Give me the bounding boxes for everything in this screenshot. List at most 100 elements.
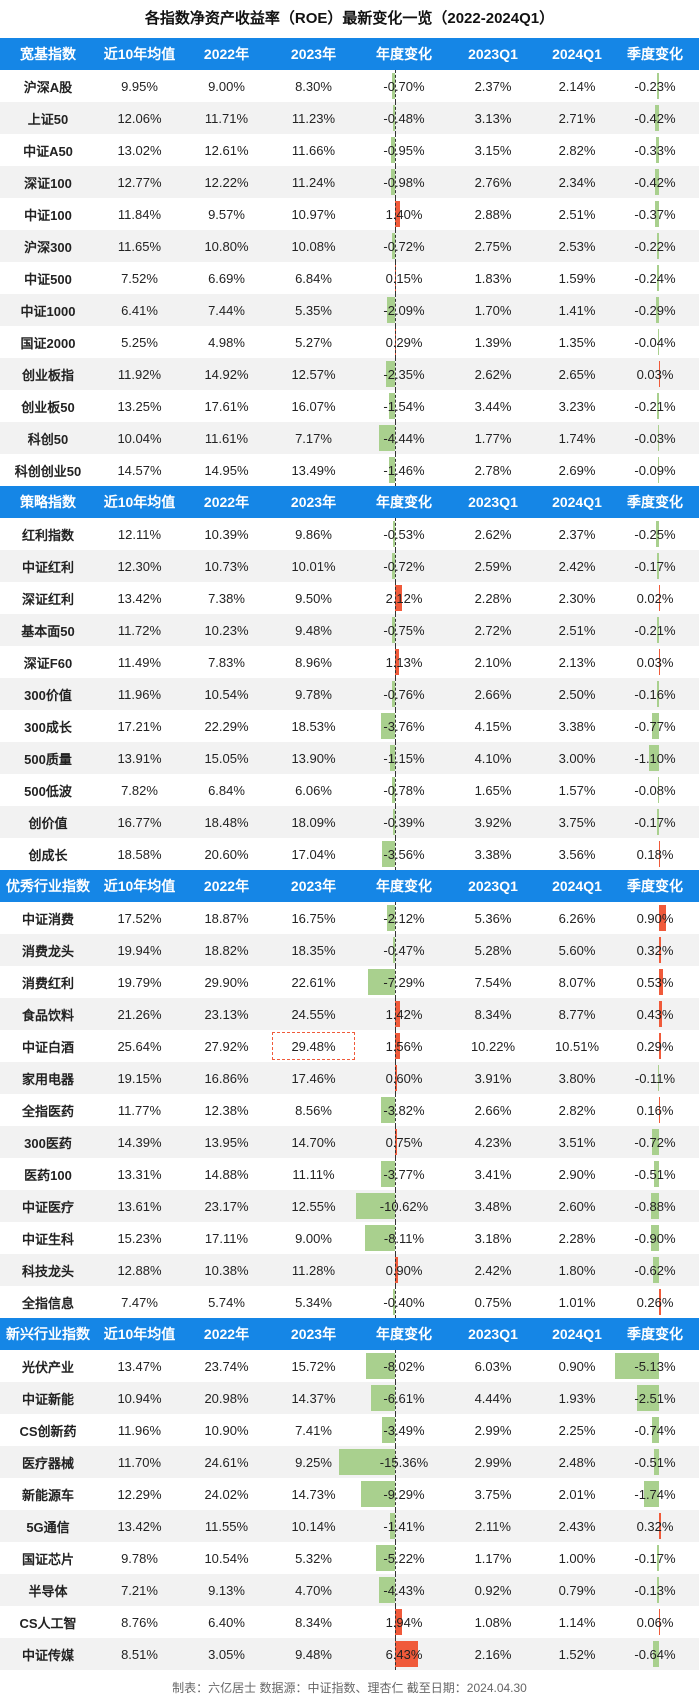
cell-q2024: 3.51% xyxy=(535,1126,619,1158)
column-header: 2022年 xyxy=(183,870,270,902)
index-name: 深证红利 xyxy=(0,582,96,614)
index-name: 中证消费 xyxy=(0,902,96,934)
cell-qchg: -0.03% xyxy=(619,422,691,454)
cell-ychg: 1.56% xyxy=(357,1030,451,1062)
index-name: 创业板指 xyxy=(0,358,96,390)
cell-q2023: 2.72% xyxy=(451,614,535,646)
index-name: 中证医疗 xyxy=(0,1190,96,1222)
cell-avg10: 12.77% xyxy=(96,166,183,198)
quarter-change-value: -0.21% xyxy=(634,623,675,638)
cell-qchg: -0.72% xyxy=(619,1126,691,1158)
cell-ychg: -0.98% xyxy=(357,166,451,198)
cell-avg10: 11.96% xyxy=(96,1414,183,1446)
quarter-change-value: -1.74% xyxy=(634,1487,675,1502)
cell-y2022: 10.54% xyxy=(183,678,270,710)
cell-q2023: 2.11% xyxy=(451,1510,535,1542)
cell-y2022: 10.38% xyxy=(183,1254,270,1286)
cell-y2022: 18.87% xyxy=(183,902,270,934)
cell-y2022: 10.80% xyxy=(183,230,270,262)
column-header: 年度变化 xyxy=(357,870,451,902)
cell-y2023: 10.08% xyxy=(270,230,357,262)
cell-q2024: 1.59% xyxy=(535,262,619,294)
cell-avg10: 21.26% xyxy=(96,998,183,1030)
cell-avg10: 10.04% xyxy=(96,422,183,454)
cell-avg10: 12.30% xyxy=(96,550,183,582)
annual-change-value: -1.15% xyxy=(383,751,424,766)
column-header: 年度变化 xyxy=(357,38,451,70)
cell-ychg: -3.49% xyxy=(357,1414,451,1446)
annual-change-value: 1.94% xyxy=(386,1615,423,1630)
cell-y2022: 17.11% xyxy=(183,1222,270,1254)
cell-q2023: 2.66% xyxy=(451,678,535,710)
cell-avg10: 13.47% xyxy=(96,1350,183,1382)
cell-y2022: 5.74% xyxy=(183,1286,270,1318)
cell-y2023: 18.09% xyxy=(270,806,357,838)
cell-ychg: 0.90% xyxy=(357,1254,451,1286)
annual-change-value: 0.60% xyxy=(386,1071,423,1086)
cell-q2023: 0.92% xyxy=(451,1574,535,1606)
cell-qchg: 0.53% xyxy=(619,966,691,998)
index-name: 中证生科 xyxy=(0,1222,96,1254)
annual-change-value: -0.98% xyxy=(383,175,424,190)
annual-change-value: -0.76% xyxy=(383,687,424,702)
cell-y2023: 6.06% xyxy=(270,774,357,806)
quarter-change-value: -0.23% xyxy=(634,79,675,94)
cell-y2022: 27.92% xyxy=(183,1030,270,1062)
cell-y2022: 22.29% xyxy=(183,710,270,742)
quarter-change-value: -0.29% xyxy=(634,303,675,318)
column-header: 2023年 xyxy=(270,1318,357,1350)
cell-q2024: 2.13% xyxy=(535,646,619,678)
cell-q2024: 2.14% xyxy=(535,70,619,102)
cell-avg10: 10.94% xyxy=(96,1382,183,1414)
index-name: 中证红利 xyxy=(0,550,96,582)
index-name: 中证100 xyxy=(0,198,96,230)
cell-y2022: 7.83% xyxy=(183,646,270,678)
table-title: 各指数净资产收益率（ROE）最新变化一览（2022-2024Q1） xyxy=(0,0,699,38)
cell-ychg: -9.29% xyxy=(357,1478,451,1510)
cell-y2022: 18.48% xyxy=(183,806,270,838)
annual-change-value: -3.49% xyxy=(383,1423,424,1438)
cell-qchg: -0.25% xyxy=(619,518,691,550)
annual-change-value: -0.47% xyxy=(383,943,424,958)
index-name: 新能源车 xyxy=(0,1478,96,1510)
annual-change-value: -1.41% xyxy=(383,1519,424,1534)
cell-qchg: 0.03% xyxy=(619,358,691,390)
cell-y2023: 5.34% xyxy=(270,1286,357,1318)
quarter-change-value: -0.77% xyxy=(634,719,675,734)
cell-y2023: 12.57% xyxy=(270,358,357,390)
cell-y2023: 4.70% xyxy=(270,1574,357,1606)
cell-avg10: 13.31% xyxy=(96,1158,183,1190)
cell-ychg: -0.75% xyxy=(357,614,451,646)
quarter-change-value: -1.10% xyxy=(634,751,675,766)
cell-q2023: 3.15% xyxy=(451,134,535,166)
cell-y2022: 16.86% xyxy=(183,1062,270,1094)
cell-y2022: 10.23% xyxy=(183,614,270,646)
cell-avg10: 11.70% xyxy=(96,1446,183,1478)
cell-avg10: 5.25% xyxy=(96,326,183,358)
cell-avg10: 13.42% xyxy=(96,1510,183,1542)
quarter-change-value: -0.51% xyxy=(634,1167,675,1182)
cell-q2024: 1.93% xyxy=(535,1382,619,1414)
quarter-change-value: -0.11% xyxy=(635,1071,675,1086)
annual-change-value: 0.75% xyxy=(386,1135,423,1150)
cell-q2024: 0.90% xyxy=(535,1350,619,1382)
index-name: 沪深300 xyxy=(0,230,96,262)
section-title: 策略指数 xyxy=(0,486,96,518)
quarter-change-value: -0.25% xyxy=(634,527,675,542)
cell-ychg: -0.95% xyxy=(357,134,451,166)
annual-change-value: -0.75% xyxy=(383,623,424,638)
cell-ychg: -0.39% xyxy=(357,806,451,838)
quarter-change-value: -0.17% xyxy=(634,815,675,830)
cell-qchg: -0.33% xyxy=(619,134,691,166)
cell-y2023: 14.73% xyxy=(270,1478,357,1510)
cell-y2022: 6.69% xyxy=(183,262,270,294)
